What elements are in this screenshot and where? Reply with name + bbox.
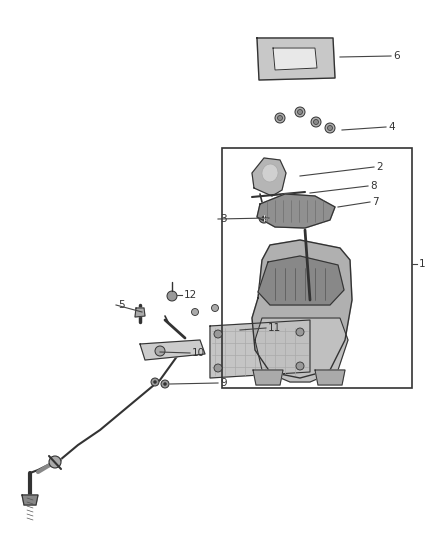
Circle shape — [314, 119, 318, 125]
Text: 8: 8 — [370, 181, 377, 191]
Circle shape — [49, 456, 61, 468]
Circle shape — [297, 109, 303, 115]
Circle shape — [311, 117, 321, 127]
Circle shape — [155, 346, 165, 356]
Circle shape — [214, 330, 222, 338]
Bar — [222, 148, 412, 388]
Circle shape — [191, 309, 198, 316]
Text: 3: 3 — [220, 214, 226, 224]
Text: 1: 1 — [419, 259, 426, 269]
Circle shape — [275, 113, 285, 123]
Polygon shape — [252, 158, 286, 196]
Polygon shape — [140, 340, 205, 360]
Circle shape — [296, 328, 304, 336]
Circle shape — [161, 380, 169, 388]
Circle shape — [214, 364, 222, 372]
Circle shape — [163, 383, 166, 385]
Polygon shape — [22, 495, 38, 505]
Text: 10: 10 — [192, 348, 205, 358]
Circle shape — [153, 381, 156, 384]
Circle shape — [296, 362, 304, 370]
Circle shape — [278, 116, 283, 120]
Circle shape — [151, 378, 159, 386]
Text: 9: 9 — [220, 378, 226, 388]
Polygon shape — [257, 38, 335, 80]
Text: 6: 6 — [393, 51, 399, 61]
Circle shape — [167, 291, 177, 301]
Circle shape — [328, 125, 332, 131]
Circle shape — [262, 216, 266, 220]
Polygon shape — [255, 318, 348, 382]
Polygon shape — [315, 370, 345, 385]
Polygon shape — [273, 48, 317, 70]
Polygon shape — [252, 240, 352, 378]
Text: 2: 2 — [376, 162, 383, 172]
Circle shape — [212, 304, 219, 311]
Text: 7: 7 — [372, 197, 378, 207]
Polygon shape — [135, 308, 145, 317]
Text: 12: 12 — [184, 290, 197, 300]
Polygon shape — [210, 320, 310, 378]
Polygon shape — [253, 370, 283, 385]
Circle shape — [259, 213, 269, 223]
Ellipse shape — [262, 164, 278, 182]
Text: 11: 11 — [268, 323, 281, 333]
Circle shape — [295, 107, 305, 117]
Polygon shape — [258, 256, 344, 305]
Circle shape — [325, 123, 335, 133]
Polygon shape — [257, 194, 335, 228]
Text: 4: 4 — [388, 122, 395, 132]
Text: 5: 5 — [118, 300, 125, 310]
